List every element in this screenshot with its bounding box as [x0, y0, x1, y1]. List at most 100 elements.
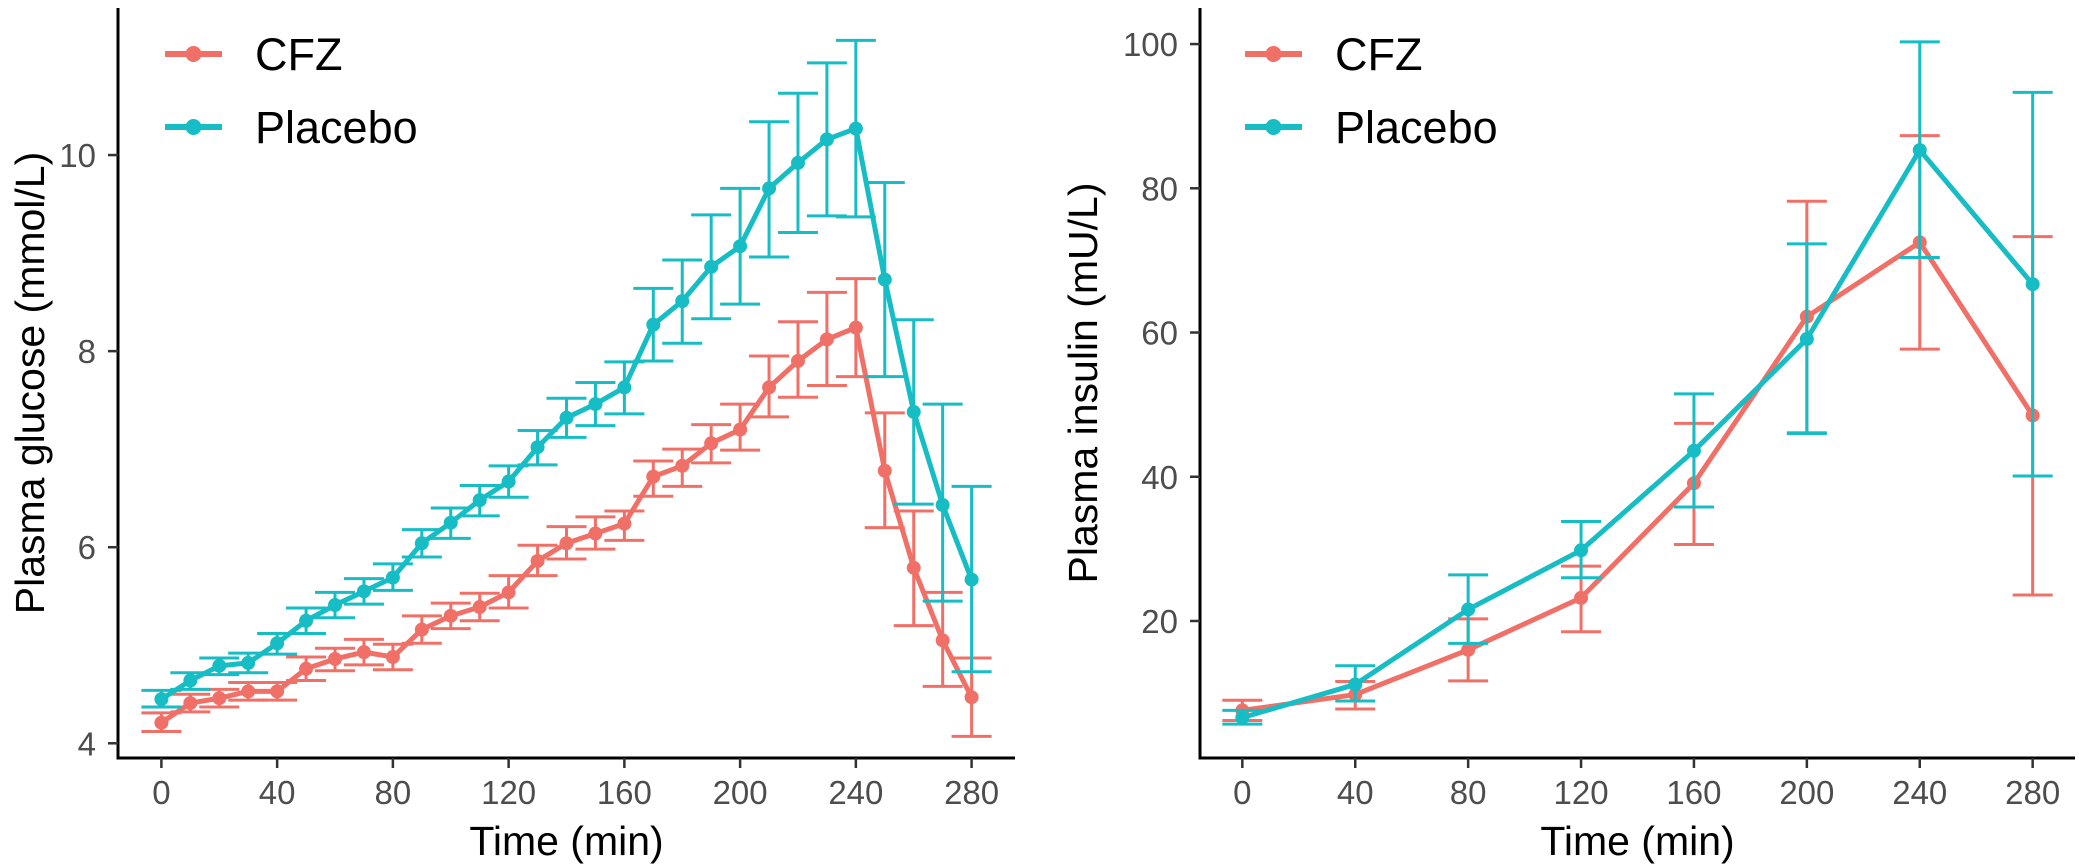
x-tick-label: 280 — [944, 774, 999, 811]
data-point — [646, 317, 661, 332]
data-point — [675, 458, 690, 473]
legend-swatch-point — [1265, 46, 1282, 62]
data-point — [1574, 590, 1589, 605]
data-point — [154, 715, 169, 730]
x-tick-label: 0 — [1233, 774, 1251, 811]
x-tick-label: 120 — [1554, 774, 1609, 811]
data-point — [472, 600, 487, 615]
y-tick-label: 60 — [1141, 315, 1178, 352]
y-tick-label: 10 — [59, 137, 96, 174]
data-point — [299, 613, 314, 628]
data-point — [443, 608, 458, 623]
data-point — [964, 572, 979, 587]
data-point — [559, 410, 574, 425]
data-point — [212, 691, 227, 706]
y-axis-title: Plasma insulin (mU/L) — [1060, 183, 1106, 584]
data-point — [819, 132, 834, 147]
data-point — [790, 353, 805, 368]
data-point — [1235, 710, 1250, 725]
data-point — [385, 570, 400, 585]
data-point — [212, 658, 227, 673]
x-tick-label: 80 — [1450, 774, 1487, 811]
data-point — [501, 474, 516, 489]
series-cfz — [141, 277, 992, 738]
data-point — [356, 645, 371, 660]
series-line — [1241, 147, 2035, 721]
data-point — [501, 585, 516, 600]
x-tick-label: 0 — [152, 774, 170, 811]
series-placebo — [141, 38, 992, 709]
data-point — [1574, 543, 1589, 558]
data-point — [270, 684, 285, 699]
series-cfz — [1222, 134, 2053, 722]
data-point — [906, 404, 921, 419]
legend-swatch-point — [185, 46, 202, 62]
x-tick-label: 200 — [1779, 774, 1834, 811]
legend-label: Placebo — [1335, 102, 1498, 153]
legend-swatch-point — [1265, 119, 1282, 135]
data-point — [646, 469, 661, 484]
data-point — [675, 294, 690, 309]
x-tick-label: 160 — [1666, 774, 1721, 811]
x-tick-label: 120 — [481, 774, 536, 811]
data-point — [559, 536, 574, 551]
y-tick-label: 4 — [78, 725, 96, 762]
x-tick-label: 280 — [2005, 774, 2060, 811]
data-point — [328, 651, 343, 666]
data-point — [299, 661, 314, 676]
data-point — [877, 463, 892, 478]
data-point — [1348, 677, 1363, 692]
data-point — [270, 636, 285, 651]
data-point — [241, 684, 256, 699]
data-point — [935, 498, 950, 513]
x-tick-label: 240 — [1892, 774, 1947, 811]
legend-item-cfz: CFZ — [1245, 29, 1422, 80]
data-point — [183, 696, 198, 711]
x-tick-label: 240 — [828, 774, 883, 811]
data-point — [356, 584, 371, 599]
x-tick-label: 160 — [597, 774, 652, 811]
y-tick-label: 100 — [1123, 26, 1178, 63]
data-point — [617, 516, 632, 531]
y-tick-label: 6 — [78, 529, 96, 566]
data-point — [414, 622, 429, 637]
data-point — [935, 633, 950, 648]
legend-swatch-point — [185, 119, 202, 135]
data-point — [733, 239, 748, 254]
insulin-panel: 0 40 80 120 160 200 240 280 20 40 60 80 100 Time (min… — [1060, 8, 2075, 864]
data-point — [530, 553, 545, 568]
y-tick-label: 80 — [1141, 170, 1178, 207]
legend-item-cfz: CFZ — [165, 29, 342, 80]
legend-label: CFZ — [1335, 29, 1422, 80]
data-point — [328, 598, 343, 613]
data-point — [385, 650, 400, 665]
data-point — [154, 692, 169, 707]
series-placebo — [1222, 40, 2053, 726]
data-point — [877, 272, 892, 287]
data-point — [762, 380, 777, 395]
data-point — [588, 397, 603, 412]
y-tick-label: 20 — [1141, 603, 1178, 640]
data-point — [964, 690, 979, 705]
data-point — [472, 493, 487, 508]
data-point — [617, 380, 632, 395]
legend-label: Placebo — [255, 102, 418, 153]
data-point — [733, 422, 748, 437]
legend-label: CFZ — [255, 29, 342, 80]
data-point — [848, 121, 863, 136]
data-point — [1461, 602, 1476, 617]
y-tick-label: 8 — [78, 333, 96, 370]
legend-item-placebo: Placebo — [165, 102, 418, 153]
data-point — [1686, 443, 1701, 458]
data-point — [530, 440, 545, 455]
data-point — [906, 560, 921, 575]
x-tick-label: 80 — [375, 774, 412, 811]
data-point — [1912, 143, 1927, 158]
x-tick-label: 40 — [259, 774, 296, 811]
data-point — [1461, 642, 1476, 657]
data-point — [241, 655, 256, 670]
data-point — [790, 155, 805, 170]
data-point — [762, 181, 777, 196]
data-point — [704, 259, 719, 274]
